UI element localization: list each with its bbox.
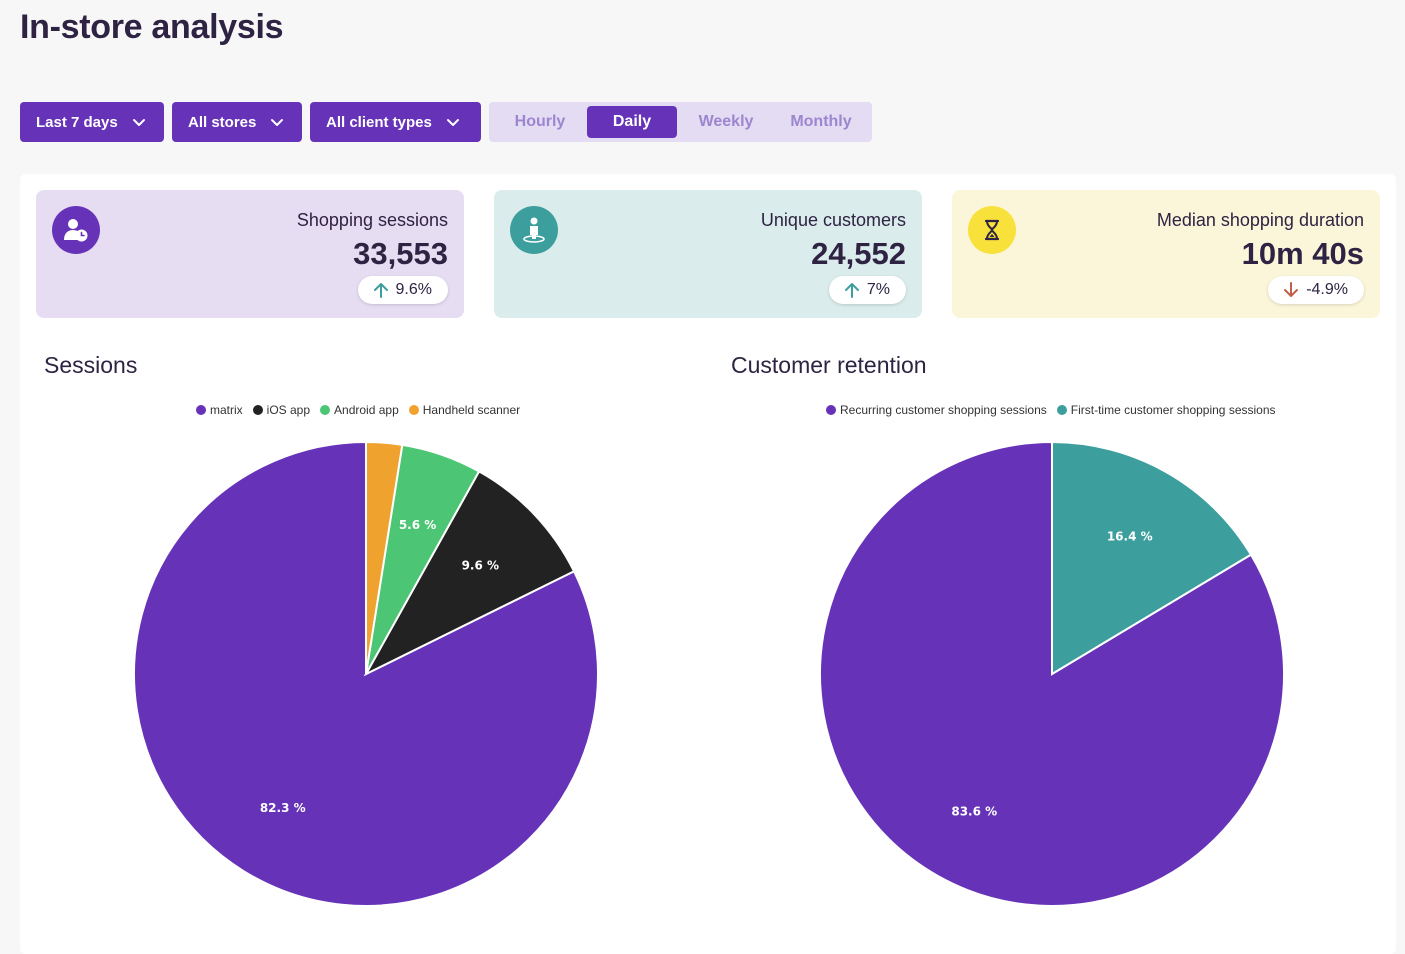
granularity-toggle: Hourly Daily Weekly Monthly: [489, 102, 872, 142]
client-types-dropdown-label: All client types: [326, 113, 432, 131]
sessions-legend: matrix iOS app Android app Handheld scan…: [196, 403, 530, 417]
retention-chart-title: Customer retention: [731, 352, 927, 378]
pie-slice-handheld-scanner[interactable]: [365, 440, 404, 675]
legend-dot: [1056, 405, 1067, 415]
pie-data-label: 16.4 %: [1107, 530, 1153, 544]
person-location-icon: [510, 206, 558, 254]
kpi-card-unique-customers: Unique customers 24,552 7%: [494, 190, 922, 318]
kpi-change-value: -4.9%: [1306, 281, 1348, 298]
pie-slice-ios-app[interactable]: [363, 470, 576, 677]
legend-item[interactable]: Handheld scanner: [408, 403, 521, 417]
hourglass-icon: [968, 206, 1016, 254]
legend-dot: [826, 405, 836, 415]
legend-item[interactable]: iOS app: [252, 403, 311, 417]
chevron-down-icon: [446, 119, 459, 126]
kpi-change-badge: -4.9%: [1268, 276, 1364, 304]
sessions-chart-title: Sessions: [44, 352, 138, 378]
legend-label: matrix: [210, 403, 243, 417]
arrow-down-icon: [1284, 282, 1299, 297]
client-types-dropdown[interactable]: All client types: [310, 102, 481, 142]
kpi-value: 24,552: [811, 236, 906, 271]
pie-slice-first-time-customer-shopping-sessions[interactable]: [1051, 440, 1253, 676]
legend-dot: [196, 405, 206, 415]
legend-label: Android app: [334, 403, 399, 417]
kpi-change-value: 9.6%: [395, 281, 432, 298]
user-clock-icon: [52, 206, 100, 254]
granularity-monthly[interactable]: Monthly: [790, 113, 852, 130]
legend-item[interactable]: Android app: [320, 403, 399, 417]
kpi-change-badge: 9.6%: [357, 276, 448, 304]
page-title: In-store analysis: [20, 8, 284, 46]
period-dropdown-label: Last 7 days: [36, 113, 118, 131]
kpi-label: Unique customers: [760, 210, 906, 230]
granularity-hourly[interactable]: Hourly: [514, 113, 566, 130]
legend-label: iOS app: [266, 403, 311, 417]
pie-data-label: 5.6 %: [399, 518, 436, 532]
kpi-value: 33,553: [353, 236, 448, 271]
kpi-card-median-shopping-duration: Median shopping duration 10m 40s -4.9%: [952, 190, 1380, 318]
filter-bar: Last 7 days All stores All client types …: [20, 102, 872, 142]
kpi-change-badge: 7%: [828, 276, 906, 304]
arrow-up-icon: [373, 283, 388, 298]
stores-dropdown[interactable]: All stores: [172, 102, 302, 142]
pie-data-label: 83.6 %: [951, 804, 997, 818]
chevron-down-icon: [132, 119, 145, 126]
chevron-down-icon: [271, 119, 284, 126]
legend-dot: [320, 405, 331, 415]
granularity-daily[interactable]: Daily: [587, 106, 677, 138]
legend-label: Handheld scanner: [422, 403, 521, 417]
legend-label: First-time customer shopping sessions: [1070, 403, 1276, 417]
kpi-label: Median shopping duration: [1156, 210, 1364, 230]
legend-dot: [408, 405, 419, 415]
legend-item[interactable]: First-time customer shopping sessions: [1056, 403, 1276, 417]
retention-legend: Recurring customer shopping sessions Fir…: [826, 403, 1286, 417]
analytics-panel: Shopping sessions 33,553 9.6% Unique cus…: [20, 174, 1396, 954]
granularity-weekly[interactable]: Weekly: [698, 113, 754, 130]
stores-dropdown-label: All stores: [188, 113, 257, 131]
legend-item[interactable]: matrix: [196, 403, 243, 417]
retention-pie-chart: 83.6 % 16.4 %: [819, 440, 1285, 907]
legend-label: Recurring customer shopping sessions: [840, 403, 1047, 417]
pie-data-label: 9.6 %: [462, 558, 499, 572]
legend-dot: [252, 405, 263, 415]
pie-data-label: 82.3 %: [260, 801, 306, 815]
arrow-up-icon: [844, 283, 859, 298]
kpi-change-value: 7%: [866, 281, 890, 298]
period-dropdown[interactable]: Last 7 days: [20, 102, 164, 142]
kpi-card-shopping-sessions: Shopping sessions 33,553 9.6%: [36, 190, 464, 318]
sessions-pie-chart: 82.3 % 9.6 % 5.6 %: [133, 440, 599, 907]
kpi-value: 10m 40s: [1241, 236, 1364, 271]
kpi-label: Shopping sessions: [296, 210, 448, 230]
legend-item[interactable]: Recurring customer shopping sessions: [826, 403, 1047, 417]
